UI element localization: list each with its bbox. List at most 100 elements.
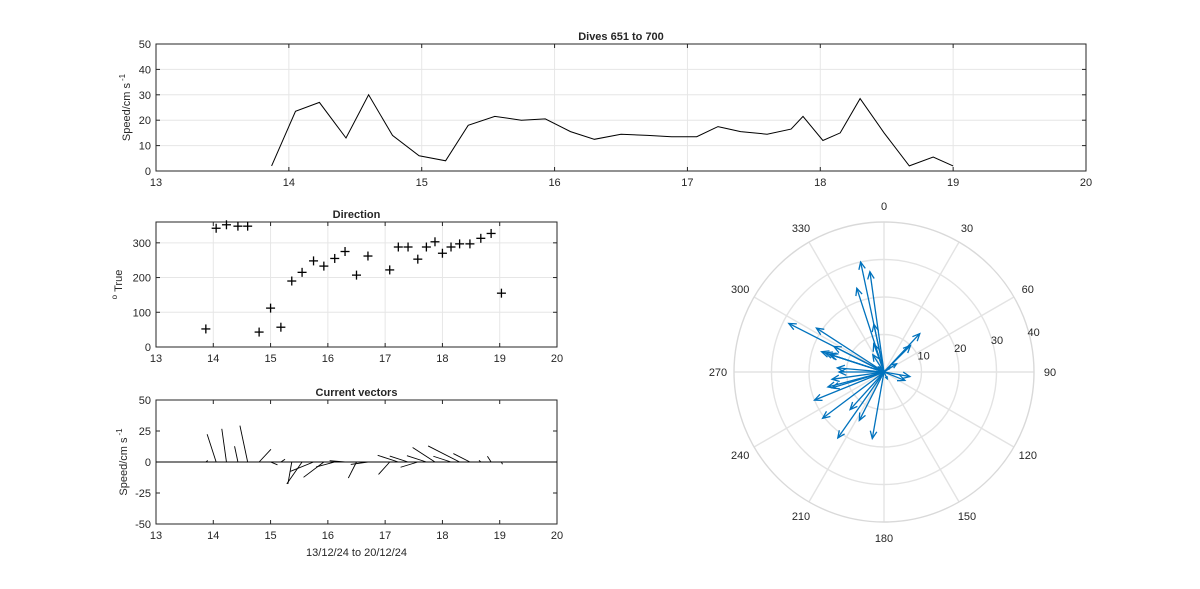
vectors-ylabel-group: Speed/cm s-1 bbox=[115, 428, 130, 496]
direction-point bbox=[363, 251, 373, 261]
direction-xtick-label: 13 bbox=[150, 353, 162, 365]
vectors-stick bbox=[239, 425, 249, 463]
direction-point bbox=[243, 221, 253, 231]
rose-vector-shaft bbox=[869, 271, 885, 373]
vectors-stick bbox=[378, 461, 391, 475]
rose-vector-shaft bbox=[883, 371, 906, 382]
direction-point bbox=[413, 254, 423, 264]
rose-angle-label: 90 bbox=[1044, 367, 1056, 379]
direction-point bbox=[340, 247, 350, 257]
rose-vector-head bbox=[867, 270, 875, 280]
direction-ytick-label: 200 bbox=[133, 273, 151, 285]
vectors-stick bbox=[205, 460, 209, 463]
rose-vector-shaft bbox=[849, 371, 885, 411]
rose-vector-head bbox=[869, 430, 878, 441]
vectors-stick bbox=[206, 434, 217, 463]
vectors-stick bbox=[406, 455, 427, 463]
rose-angle-label: 60 bbox=[1022, 284, 1034, 296]
vectors-ytick-label: 50 bbox=[139, 395, 151, 407]
speed-xtick-label: 15 bbox=[416, 177, 428, 189]
vectors-panel: 13 14 15 16 17 18 19 20 -50 -25 0 25 50 Current vecto… bbox=[115, 387, 563, 559]
rose-vector-head bbox=[902, 344, 912, 354]
direction-point bbox=[352, 270, 361, 280]
rose-vector bbox=[883, 344, 912, 373]
rose-angle-label: 120 bbox=[1019, 450, 1037, 462]
speed-ylabel: Speed/cm s -1 bbox=[118, 73, 133, 141]
speed-xtick-label: 18 bbox=[814, 177, 826, 189]
rose-vector-shaft bbox=[814, 371, 885, 401]
direction-point bbox=[437, 248, 447, 258]
speed-ylabel-group: Speed/cm s -1 bbox=[118, 73, 133, 141]
direction-xtick-label: 19 bbox=[494, 353, 506, 365]
rose-vector bbox=[849, 371, 885, 411]
rose-ring bbox=[808, 296, 960, 448]
direction-point bbox=[330, 253, 340, 263]
rose-angle-label: 150 bbox=[958, 511, 976, 523]
rose-vector-shaft bbox=[883, 345, 911, 373]
speed-ytick-label: 10 bbox=[139, 141, 151, 153]
rose-vector-head bbox=[858, 260, 866, 270]
vectors-xtick-label: 19 bbox=[494, 530, 506, 542]
rose-vector bbox=[871, 353, 885, 373]
rose-vector-head bbox=[884, 376, 888, 381]
rose-vector bbox=[858, 260, 885, 373]
vectors-stick bbox=[234, 446, 239, 463]
direction-point bbox=[254, 327, 264, 337]
vectors-ytick-label: -25 bbox=[135, 488, 151, 500]
rose-angle-label: 240 bbox=[731, 450, 749, 462]
rose-vector bbox=[813, 371, 885, 402]
speed-title: Dives 651 to 700 bbox=[578, 31, 664, 43]
speed-xtick-label: 13 bbox=[150, 177, 162, 189]
vectors-stick bbox=[290, 461, 314, 472]
rose-angle-label: 180 bbox=[875, 533, 893, 545]
direction-ylabel-text: True bbox=[113, 270, 125, 292]
rose-vector-head bbox=[828, 353, 839, 361]
speed-ylabel-exp: -1 bbox=[118, 73, 127, 81]
vectors-stick bbox=[350, 461, 369, 465]
rose-ring bbox=[733, 221, 1035, 523]
rose-radial-label: 40 bbox=[1028, 327, 1040, 339]
rose-vector-shaft bbox=[872, 354, 885, 373]
direction-point bbox=[421, 242, 431, 252]
direction-point bbox=[287, 276, 297, 286]
rose-vector bbox=[836, 371, 885, 440]
rose-vector bbox=[830, 371, 885, 383]
rose-radial-label: 10 bbox=[917, 351, 929, 363]
speed-ytick-label: 40 bbox=[139, 64, 151, 76]
direction-ytick-label: 0 bbox=[145, 342, 151, 354]
rose-vector bbox=[867, 270, 885, 373]
vectors-xlabel: 13/12/24 to 20/12/24 bbox=[306, 547, 407, 559]
speed-xtick-label: 14 bbox=[283, 177, 295, 189]
direction-xtick-label: 16 bbox=[322, 353, 334, 365]
rose-vector bbox=[883, 371, 912, 380]
vectors-ylabel-exp: -1 bbox=[115, 428, 124, 436]
rose-vector-head bbox=[912, 332, 921, 342]
direction-xtick-label: 14 bbox=[207, 353, 219, 365]
vectors-stick bbox=[433, 455, 452, 463]
rose-angle-label: 270 bbox=[709, 367, 727, 379]
rose-vector-head bbox=[820, 350, 830, 358]
rose-vector-head bbox=[855, 286, 863, 297]
direction-point bbox=[476, 233, 486, 243]
speed-ytick-label: 0 bbox=[145, 166, 151, 178]
rose-vector-shaft bbox=[833, 345, 885, 373]
direction-point bbox=[211, 223, 221, 233]
rose-vector-shaft bbox=[871, 371, 885, 439]
rose-vector-shaft bbox=[883, 371, 910, 378]
vectors-stick bbox=[303, 461, 325, 478]
vectors-ytick-label: 0 bbox=[145, 457, 151, 469]
rose-vector-head bbox=[832, 345, 842, 354]
rose-vector-head bbox=[821, 410, 831, 420]
direction-ylabel-degree: o bbox=[110, 294, 119, 299]
direction-point bbox=[465, 239, 475, 249]
vectors-stick bbox=[270, 461, 278, 466]
direction-point bbox=[430, 237, 440, 247]
direction-xtick-label: 20 bbox=[551, 353, 563, 365]
rose-vector bbox=[858, 371, 885, 422]
rose-vector-shaft bbox=[858, 371, 885, 421]
direction-point bbox=[201, 324, 211, 334]
rose-vector-head bbox=[896, 374, 907, 382]
rose-panel: 10 20 30 40 0 30 60 90 120 150 180 210 240 270 300 330 bbox=[709, 201, 1056, 545]
